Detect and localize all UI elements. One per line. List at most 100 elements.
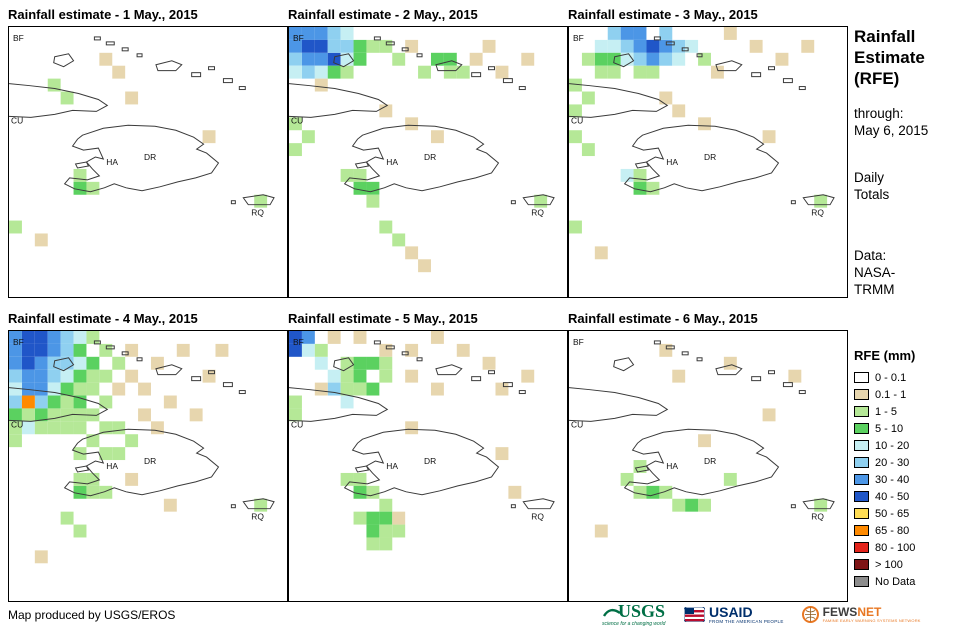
rain-cell xyxy=(60,511,74,525)
rain-cell xyxy=(340,168,354,182)
legend-swatch xyxy=(854,423,869,434)
rain-cell xyxy=(723,356,737,370)
rain-cell xyxy=(150,356,164,370)
rain-cell xyxy=(301,343,315,357)
rain-cell xyxy=(366,181,380,195)
rain-cell xyxy=(353,382,367,396)
rain-cell xyxy=(215,343,229,357)
rain-cell xyxy=(289,331,302,344)
rain-cell xyxy=(379,369,393,383)
rain-cell xyxy=(379,39,393,53)
legend-item: 0 - 0.1 xyxy=(854,369,966,386)
rain-cell xyxy=(99,52,113,66)
legend-item: 5 - 10 xyxy=(854,420,966,437)
usaid-tagline: FROM THE AMERICAN PEOPLE xyxy=(709,618,784,624)
source-line: Data: xyxy=(854,248,887,263)
rain-cell xyxy=(581,91,595,105)
coastline-outlines xyxy=(9,36,275,206)
rain-cell xyxy=(646,485,660,499)
rain-cell xyxy=(710,65,724,79)
rain-cell xyxy=(366,356,380,370)
rain-cell xyxy=(60,395,74,409)
fewsnet-tagline: FAMINE EARLY WARNING SYSTEMS NETWORK xyxy=(822,617,921,623)
legend-item: 40 - 50 xyxy=(854,488,966,505)
rain-cell xyxy=(125,434,139,448)
legend-swatch xyxy=(854,406,869,417)
rain-cells xyxy=(594,343,828,538)
through-label: through: xyxy=(854,106,904,121)
region-label: CU xyxy=(291,419,303,429)
rain-cell xyxy=(289,65,302,79)
rain-cell xyxy=(314,343,328,357)
rain-cell xyxy=(801,39,815,53)
rain-cell xyxy=(99,485,113,499)
rain-cell xyxy=(723,472,737,486)
rain-cell xyxy=(176,343,190,357)
legend-swatch xyxy=(854,389,869,400)
rain-cell xyxy=(633,27,647,40)
rain-cell xyxy=(659,52,673,66)
rain-cell xyxy=(521,52,535,66)
fewsnet-logo: FEWSNET FAMINE EARLY WARNING SYSTEMS NET… xyxy=(801,605,921,623)
rain-cell xyxy=(594,52,608,66)
rain-cell xyxy=(289,143,302,157)
legend-label: 65 - 80 xyxy=(875,524,910,537)
rain-cell xyxy=(659,485,673,499)
legend-items: 0 - 0.1 0.1 - 1 1 - 5 5 - 10 10 - 20 20 … xyxy=(854,369,966,590)
rain-cell xyxy=(418,65,431,79)
legend-label: > 100 xyxy=(875,558,903,571)
rain-cell xyxy=(685,498,699,512)
rain-cell xyxy=(73,181,87,195)
rain-cells xyxy=(9,331,268,564)
region-label: RQ xyxy=(531,208,544,218)
rain-cell xyxy=(301,27,315,40)
rain-cell xyxy=(405,369,419,383)
rain-cell xyxy=(659,91,673,105)
rain-cell xyxy=(47,369,61,383)
rain-cell xyxy=(34,421,48,435)
coastline-outlines xyxy=(289,340,555,510)
region-label: CU xyxy=(571,419,583,429)
rain-cell xyxy=(73,382,87,396)
rain-cell xyxy=(569,78,582,92)
rain-cell xyxy=(21,343,35,357)
rain-cell xyxy=(99,395,113,409)
rain-cell xyxy=(86,181,100,195)
rain-cell xyxy=(418,259,431,273)
rain-cell xyxy=(86,382,100,396)
rain-cell xyxy=(73,524,87,538)
rain-cell xyxy=(34,233,48,247)
period-block: Daily Totals xyxy=(854,169,966,203)
rain-cell xyxy=(99,421,113,435)
legend-label: 0 - 0.1 xyxy=(875,371,907,384)
rain-cell xyxy=(698,498,711,512)
rain-cell xyxy=(34,369,48,383)
title-line: (RFE) xyxy=(854,69,900,88)
panel-title: Rainfall estimate - 5 May., 2015 xyxy=(288,311,478,326)
rain-cell xyxy=(379,356,393,370)
rain-cell xyxy=(749,39,763,53)
rain-cell xyxy=(73,356,87,370)
fewsnet-globe-icon xyxy=(801,605,819,623)
rain-cell xyxy=(633,181,647,195)
rain-cell xyxy=(456,65,470,79)
rain-cell xyxy=(99,447,113,461)
legend-item: 30 - 40 xyxy=(854,471,966,488)
rain-cell xyxy=(430,130,444,144)
rain-cell xyxy=(125,91,139,105)
rain-cell xyxy=(289,343,302,357)
panel-title: Rainfall estimate - 3 May., 2015 xyxy=(568,7,758,22)
map-panel: Rainfall estimate - 4 May., 2015 BF CU HA D… xyxy=(8,308,288,602)
legend-label: 80 - 100 xyxy=(875,541,916,554)
rain-cell xyxy=(405,117,419,131)
legend-label: 40 - 50 xyxy=(875,490,910,503)
rain-cell xyxy=(34,382,48,396)
rain-cell xyxy=(86,356,100,370)
rain-cell xyxy=(73,421,87,435)
rain-cell xyxy=(366,511,380,525)
legend-item: 0.1 - 1 xyxy=(854,386,966,403)
rain-cell xyxy=(21,408,35,422)
region-label: HA xyxy=(666,461,678,471)
rain-cell xyxy=(607,39,621,53)
rain-cell xyxy=(379,498,393,512)
